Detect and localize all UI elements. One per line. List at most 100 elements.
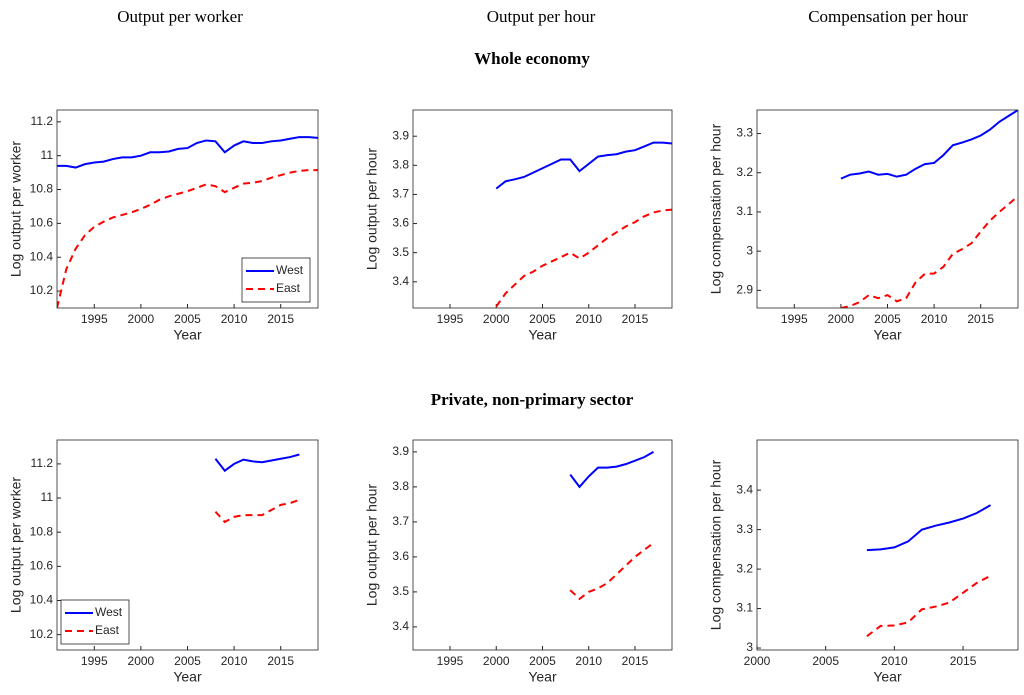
y-tick-label: 10.4 — [30, 593, 54, 607]
y-tick-label: 10.6 — [30, 559, 54, 573]
x-tick-label: 2010 — [221, 654, 248, 668]
x-tick-label: 2015 — [622, 312, 649, 326]
y-tick-label: 3.7 — [392, 187, 409, 201]
y-tick-label: 10.2 — [30, 627, 54, 641]
x-tick-label: 2010 — [881, 654, 908, 668]
x-tick-label: 2005 — [812, 654, 839, 668]
y-tick-label: 3.6 — [392, 549, 409, 563]
y-tick-label: 3.2 — [736, 165, 753, 179]
y-tick-label: 3.4 — [392, 619, 409, 633]
series-line — [866, 574, 991, 637]
y-axis-label: Log output per worker — [8, 141, 24, 278]
series-line — [57, 136, 318, 169]
y-tick-label: 10.6 — [30, 216, 54, 230]
y-tick-label: 3 — [746, 640, 753, 654]
series-line — [57, 169, 318, 308]
series-line — [840, 110, 1018, 180]
x-axis-label: Year — [173, 669, 202, 685]
x-tick-label: 2015 — [950, 654, 977, 668]
x-tick-label: 2005 — [174, 654, 201, 668]
row-title: Whole economy — [474, 49, 590, 68]
x-tick-label: 2000 — [128, 654, 155, 668]
x-tick-label: 2015 — [967, 312, 994, 326]
x-tick-label: 1995 — [81, 654, 108, 668]
axes-box — [56, 439, 319, 651]
y-tick-label: 3.4 — [736, 482, 753, 496]
y-tick-label: 3.6 — [392, 216, 409, 230]
x-tick-label: 2015 — [267, 312, 294, 326]
legend-box — [241, 257, 311, 303]
y-tick-label: 3.8 — [392, 157, 409, 171]
axes-box — [756, 109, 1019, 309]
x-tick-label: 2010 — [575, 654, 602, 668]
y-axis-label: Log output per worker — [8, 477, 24, 614]
series-line — [495, 208, 672, 308]
y-tick-label: 3.7 — [392, 514, 409, 528]
axes-box — [412, 109, 673, 309]
legend-label: West — [276, 263, 304, 277]
y-tick-label: 11.2 — [31, 456, 54, 470]
series-line — [569, 451, 654, 489]
x-tick-label: 2005 — [529, 654, 556, 668]
series-line — [569, 542, 655, 601]
column-title: Output per hour — [487, 7, 596, 26]
legend-label: West — [95, 605, 123, 619]
y-tick-label: 3.1 — [736, 601, 753, 615]
x-tick-label: 2015 — [622, 654, 649, 668]
y-tick-label: 3.9 — [392, 128, 409, 142]
y-tick-label: 3.1 — [736, 204, 753, 218]
series-line — [214, 453, 300, 473]
column-title: Compensation per hour — [808, 7, 968, 26]
y-axis-label: Log output per hour — [364, 148, 380, 271]
x-tick-label: 2010 — [921, 312, 948, 326]
x-tick-label: 2010 — [221, 312, 248, 326]
y-tick-label: 3.5 — [392, 584, 409, 598]
y-tick-label: 3.8 — [392, 479, 409, 493]
y-tick-label: 10.8 — [30, 182, 54, 196]
x-tick-label: 1995 — [437, 654, 464, 668]
series-line — [214, 498, 300, 524]
y-tick-label: 3 — [746, 243, 753, 257]
x-tick-label: 2000 — [744, 654, 771, 668]
axes-box — [412, 439, 673, 651]
x-tick-label: 2000 — [828, 312, 855, 326]
series-line — [866, 504, 992, 552]
axes-box — [56, 109, 319, 309]
legend-label: East — [95, 623, 120, 637]
series-line — [495, 141, 672, 190]
y-tick-label: 11 — [41, 148, 54, 162]
x-tick-label: 2005 — [874, 312, 901, 326]
x-tick-label: 2005 — [529, 312, 556, 326]
y-tick-label: 2.9 — [736, 283, 753, 297]
legend-label: East — [276, 281, 301, 295]
y-tick-label: 3.4 — [392, 274, 409, 288]
x-tick-label: 2005 — [174, 312, 201, 326]
y-tick-label: 11 — [41, 490, 54, 504]
x-axis-label: Year — [528, 669, 557, 685]
y-tick-label: 3.3 — [736, 126, 753, 140]
y-tick-label: 3.9 — [392, 444, 409, 458]
y-tick-label: 10.8 — [30, 524, 54, 538]
y-tick-label: 3.3 — [736, 522, 753, 536]
x-tick-label: 2015 — [267, 654, 294, 668]
series-line — [840, 195, 1018, 308]
y-tick-label: 3.5 — [392, 245, 409, 259]
x-tick-label: 2000 — [128, 312, 155, 326]
y-tick-label: 11.2 — [31, 114, 54, 128]
x-tick-label: 2000 — [483, 312, 510, 326]
axes-box — [756, 439, 1019, 651]
x-tick-label: 1995 — [81, 312, 108, 326]
x-tick-label: 1995 — [437, 312, 464, 326]
y-axis-label: Log compensation per hour — [708, 459, 724, 630]
y-axis-label: Log compensation per hour — [708, 123, 724, 294]
row-title: Private, non-primary sector — [431, 390, 634, 409]
y-axis-label: Log output per hour — [364, 484, 380, 607]
column-title: Output per worker — [117, 7, 243, 26]
x-axis-label: Year — [173, 327, 202, 343]
y-tick-label: 10.4 — [30, 249, 54, 263]
x-tick-label: 2000 — [483, 654, 510, 668]
x-axis-label: Year — [528, 327, 557, 343]
x-tick-label: 1995 — [781, 312, 808, 326]
x-axis-label: Year — [873, 669, 902, 685]
